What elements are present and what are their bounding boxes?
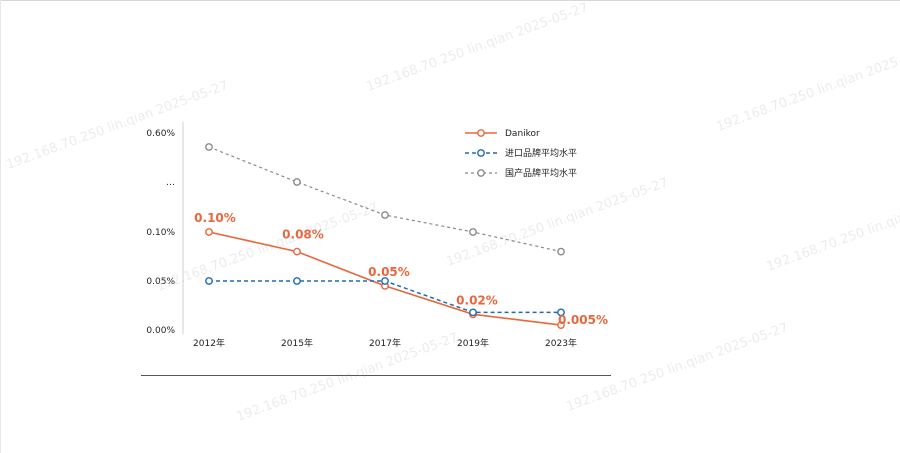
data-point bbox=[205, 228, 213, 236]
data-labels: 0.10% 0.08% 0.05% 0.02% 0.005% bbox=[194, 211, 608, 327]
data-point bbox=[293, 178, 301, 186]
x-tick-label: 2012年 bbox=[193, 337, 225, 349]
legend-swatch-marker bbox=[477, 149, 485, 157]
data-label: 0.10% bbox=[194, 211, 236, 225]
bottom-rule bbox=[141, 375, 611, 376]
data-point bbox=[557, 308, 565, 317]
data-label: 0.05% bbox=[368, 265, 410, 279]
x-axis-ticks: 2012年 2015年 2017年 2019年 2023年 bbox=[193, 337, 577, 349]
y-tick-label: 0.60% bbox=[146, 129, 175, 139]
data-label: 0.02% bbox=[456, 293, 498, 307]
data-point bbox=[293, 247, 301, 256]
x-tick-label: 2017年 bbox=[369, 337, 401, 349]
x-tick-label: 2019年 bbox=[457, 337, 489, 349]
window-left-border bbox=[0, 0, 1, 453]
legend-label: 进口品牌平均水平 bbox=[505, 147, 577, 159]
x-tick-label: 2015年 bbox=[281, 337, 313, 349]
y-tick-label: 0.10% bbox=[146, 228, 175, 238]
data-point bbox=[557, 247, 565, 256]
data-point bbox=[381, 277, 389, 285]
data-point bbox=[469, 308, 477, 317]
legend-swatch-marker bbox=[477, 129, 485, 137]
x-tick-label: 2023年 bbox=[545, 337, 577, 349]
window-top-border bbox=[0, 0, 900, 1]
legend-swatch-marker bbox=[477, 169, 485, 177]
data-point bbox=[293, 277, 301, 285]
data-point bbox=[469, 228, 477, 236]
data-label: 0.005% bbox=[558, 313, 608, 327]
legend-label: 国产品牌平均水平 bbox=[505, 167, 577, 179]
y-tick-label: … bbox=[166, 178, 175, 188]
y-tick-label: 0.05% bbox=[146, 277, 175, 287]
data-point bbox=[557, 321, 565, 329]
y-axis-ticks: 0.00% 0.05% 0.10% … 0.60% bbox=[146, 129, 175, 336]
data-label: 0.08% bbox=[282, 228, 324, 242]
data-point bbox=[205, 277, 213, 285]
data-point bbox=[205, 143, 213, 151]
data-point bbox=[381, 211, 389, 219]
series-group bbox=[205, 143, 565, 329]
legend-label: Danikor bbox=[505, 129, 540, 139]
y-tick-label: 0.00% bbox=[146, 326, 175, 336]
